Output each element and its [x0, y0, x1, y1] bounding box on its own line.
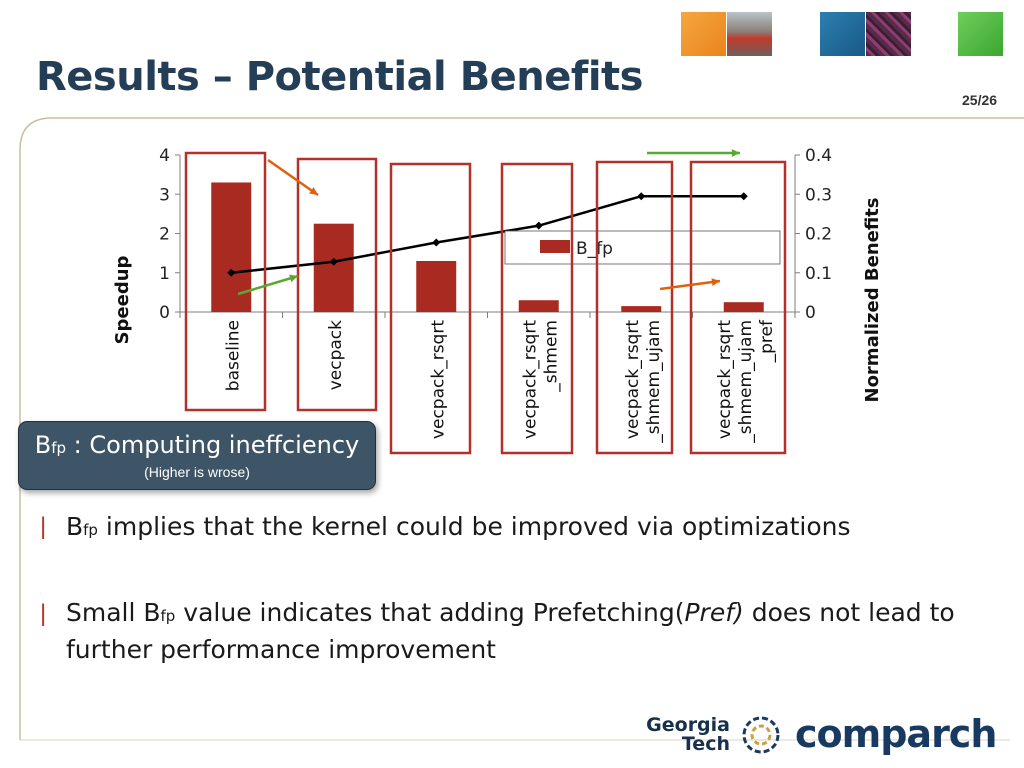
speedup-point-vecpack_rsqrt_shmem: [534, 221, 543, 230]
x-tick-label: vecpack_rsqrt: [623, 320, 643, 439]
y-tick-label: 4: [159, 146, 170, 166]
bar-vecpack_rsqrt: [416, 260, 457, 312]
speedup-point-vecpack_rsqrt_shmem_ujam: [637, 192, 646, 201]
bar-vecpack: [313, 223, 354, 312]
orange-arrow-down: [267, 158, 319, 197]
orange-tile: [681, 12, 726, 56]
bullet-2-italic: Pref): [684, 598, 744, 627]
bullet-1-pre: B: [66, 512, 84, 541]
highlight-box-vecpack_rsqrt_shmem_ujam: [595, 160, 674, 455]
campus-photo-tile: [727, 12, 772, 56]
page-number: 25/26: [962, 92, 998, 108]
x-tick-label: vecpack_rsqrt: [428, 320, 448, 439]
orange-arrow-down-head: [309, 187, 318, 195]
callout-text: : Computing ineffciency: [66, 431, 360, 459]
callout-note: (Higher is wrose): [144, 464, 250, 480]
green-arrow-up: [237, 274, 299, 296]
georgia-tech-logo-line2: Tech: [681, 733, 730, 755]
bullet-1-sub: fp: [83, 521, 98, 539]
bar-baseline: [211, 182, 252, 312]
highlight-box-vecpack_rsqrt_shmem_ujam_pref: [689, 160, 787, 455]
x-tick-label: baseline: [223, 320, 243, 391]
bar-vecpack_rsqrt_shmem_ujam_pref: [723, 302, 764, 312]
bullet-1-text: implies that the kernel could be improve…: [97, 512, 851, 541]
y-tick-label: 0: [159, 303, 170, 323]
highlight-box-vecpack_rsqrt_shmem: [500, 162, 574, 455]
bullet-2-sub: fp: [160, 607, 176, 625]
highlight-box-vecpack_rsqrt: [389, 162, 472, 455]
content-frame: [19, 117, 1024, 740]
bullet-marker: |: [40, 513, 47, 540]
bullet-2-text1: value indicates that adding Prefetching(: [175, 598, 685, 627]
speedup-point-vecpack_rsqrt: [432, 238, 441, 247]
comparch-swirl-icon: [742, 716, 780, 754]
y2-tick-label: 0.2: [805, 225, 832, 245]
bar-vecpack_rsqrt_shmem_ujam: [621, 306, 662, 312]
bar-vecpack_rsqrt_shmem: [518, 300, 559, 312]
callout-title: Bfp : Computing ineffciency: [19, 431, 375, 459]
callout-symbol: B: [34, 431, 52, 459]
x-tick-label: vecpack: [326, 320, 346, 390]
bullet-2-pre: Small B: [66, 598, 161, 627]
x-tick-label: vecpack_rsqrt: [715, 320, 735, 439]
comparch-logo: comparch: [795, 712, 997, 756]
legend-label-bfp: B_fp: [576, 239, 613, 259]
y-tick-label: 2: [159, 225, 170, 245]
y2-tick-label: 0.1: [805, 264, 832, 284]
green-tile: [958, 12, 1003, 56]
highlight-box-baseline: [184, 151, 267, 412]
orange-arrow-right-head: [711, 278, 720, 286]
x-tick-label: _shmem: [541, 320, 561, 393]
speedup-point-vecpack: [329, 257, 338, 266]
y-tick-label: 3: [159, 185, 170, 205]
georgia-tech-logo: Georgia Tech: [634, 716, 730, 754]
speedup-point-baseline: [227, 268, 236, 277]
blue-tile: [820, 12, 865, 56]
green-arrow-up-head: [289, 274, 298, 283]
bullet-1: Bfp implies that the kernel could be imp…: [66, 510, 1011, 547]
bullet-2: Small Bfp value indicates that adding Pr…: [66, 596, 1011, 666]
orange-arrow-right: [659, 279, 721, 291]
bullet-marker: |: [40, 600, 47, 627]
y2-axis-label: Normalized Benefits: [862, 198, 883, 403]
speedup-line: [231, 194, 744, 274]
circuit-tile: [866, 12, 911, 56]
legend-swatch-bfp: [540, 240, 570, 253]
y2-tick-label: 0.3: [805, 185, 832, 205]
y2-tick-label: 0.4: [805, 146, 832, 166]
slide-title: Results – Potential Benefits: [36, 54, 643, 100]
callout-symbol-sub: fp: [51, 439, 67, 457]
georgia-tech-logo-line1: Georgia: [646, 714, 730, 736]
speedup-point-vecpack_rsqrt_shmem_ujam_pref: [739, 192, 748, 201]
bfp-callout: Bfp : Computing ineffciency (Higher is w…: [18, 421, 376, 490]
x-tick-label: _shmem_ujam: [736, 320, 756, 444]
y2-tick-label: 0: [805, 303, 816, 323]
bullet-2-text2: does not lead to further performance imp…: [66, 598, 955, 664]
y-tick-label: 1: [159, 264, 170, 284]
y-axis-label: Speedup: [112, 255, 133, 344]
green-arrow-right-head: [731, 149, 740, 157]
highlight-box-vecpack: [296, 157, 378, 412]
x-tick-label: _shmem_ujam: [644, 320, 664, 444]
x-tick-label: vecpack_rsqrt: [520, 320, 540, 439]
x-tick-label: _pref: [757, 319, 777, 363]
